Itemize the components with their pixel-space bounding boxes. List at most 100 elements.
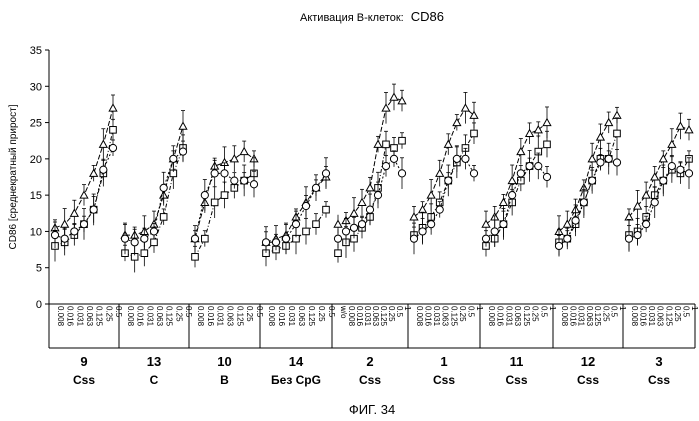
square-marker	[110, 127, 117, 134]
circle-marker	[374, 192, 381, 199]
concentration-tick-label: 0.5	[327, 306, 336, 318]
concentration-tick-label: 0.125	[522, 306, 531, 327]
circle-marker	[191, 235, 198, 242]
circle-marker	[580, 199, 587, 206]
square-marker	[303, 228, 310, 235]
concentration-tick-label: 0.063	[513, 306, 522, 327]
triangle-marker	[462, 104, 470, 111]
concentration-tick-label: 0.063	[155, 306, 164, 327]
concentration-tick-label: 0.008	[415, 306, 424, 327]
circle-marker	[221, 170, 228, 177]
triangle-marker	[453, 119, 461, 126]
concentration-tick-label: 0.125	[449, 306, 458, 327]
circle-marker	[660, 177, 667, 184]
circle-marker	[250, 181, 257, 188]
concentration-tick-label: 0.008	[347, 306, 356, 327]
y-tick-label: 35	[30, 45, 42, 57]
circle-marker	[350, 224, 357, 231]
circle-marker	[572, 217, 579, 224]
triangle-marker	[109, 104, 117, 111]
triangle-marker	[71, 209, 79, 216]
circle-marker	[634, 231, 641, 238]
triangle-marker	[642, 191, 650, 198]
triangle-marker	[419, 206, 427, 213]
circle-marker	[100, 166, 107, 173]
concentration-tick-label: 0.016	[355, 306, 364, 327]
y-tick-label: 10	[30, 226, 42, 238]
triangle-series-line	[559, 115, 617, 231]
concentration-tick-label: 0.008	[196, 306, 205, 327]
concentration-tick-label: 0.016	[424, 306, 433, 327]
triangle-marker	[366, 184, 374, 191]
concentration-tick-label: 0.25	[104, 306, 113, 322]
circle-marker	[170, 155, 177, 162]
circle-marker	[517, 170, 524, 177]
circle-marker	[500, 221, 507, 228]
circle-marker	[141, 235, 148, 242]
circle-marker	[282, 235, 289, 242]
concentration-tick-label: 0.063	[656, 306, 665, 327]
triangle-marker	[659, 155, 667, 162]
circle-marker	[453, 155, 460, 162]
concentration-tick-label: 1	[618, 306, 627, 311]
group-panel	[334, 84, 406, 263]
group-panel	[121, 111, 187, 273]
circle-marker	[555, 242, 562, 249]
circle-marker	[241, 177, 248, 184]
circle-marker	[302, 202, 309, 209]
concentration-tick-label: 1	[548, 306, 557, 311]
group-number: 1	[440, 354, 447, 369]
concentration-tick-label: 0.031	[287, 306, 296, 327]
concentration-tick-label: 0.008	[56, 306, 65, 327]
triangle-marker	[436, 170, 444, 177]
circle-marker	[625, 235, 632, 242]
circle-marker	[366, 206, 373, 213]
circle-marker	[462, 155, 469, 162]
triangle-marker	[334, 220, 342, 227]
concentration-tick-label: 0.25	[458, 306, 467, 322]
concentration-tick-label: 1	[690, 306, 699, 311]
y-axis-label: CD86 [среднекратный прирост]	[8, 104, 19, 249]
concentration-tick-label: 0.016	[496, 306, 505, 327]
concentration-tick-label: 0.008	[630, 306, 639, 327]
circle-marker	[312, 184, 319, 191]
triangle-marker	[605, 119, 613, 126]
concentration-tick-label: 0.5	[395, 306, 404, 318]
group-type: Css	[577, 373, 599, 387]
circle-marker	[80, 221, 87, 228]
group-number: 14	[289, 354, 304, 369]
triangle-marker	[398, 97, 406, 104]
concentration-tick-label: 0.031	[432, 306, 441, 327]
triangle-marker	[526, 130, 534, 137]
triangle-marker	[390, 93, 398, 100]
circle-marker	[71, 228, 78, 235]
x-tick-labels: 0.0080.0160.0310.0630.1250.250.50.0080.0…	[56, 305, 699, 327]
concentration-tick-label: 0.016	[277, 306, 286, 327]
group-type: Css	[359, 373, 381, 387]
circle-marker	[668, 163, 675, 170]
circle-marker	[179, 148, 186, 155]
concentration-tick-label: 0.008	[267, 306, 276, 327]
circle-marker	[160, 184, 167, 191]
circle-marker	[428, 221, 435, 228]
concentration-tick-label: 0.063	[85, 306, 94, 327]
square-marker	[151, 239, 158, 246]
group-number: 9	[80, 354, 87, 369]
concentration-tick-label: 0.5	[681, 306, 690, 318]
circle-marker	[491, 228, 498, 235]
triangle-marker	[374, 141, 382, 148]
concentration-tick-label: 0.25	[317, 306, 326, 322]
triangle-marker	[677, 122, 685, 129]
concentration-tick-label: 1	[475, 306, 484, 311]
group-number: 11	[510, 354, 524, 369]
circle-marker	[597, 159, 604, 166]
triangle-marker	[563, 220, 571, 227]
circle-marker	[564, 235, 571, 242]
concentration-tick-label: 0.5	[466, 306, 475, 318]
triangle-series-line	[486, 123, 547, 225]
group-type: C	[150, 373, 159, 387]
group-panel	[555, 107, 621, 256]
group-type: Css	[505, 373, 527, 387]
group-panel	[625, 113, 693, 252]
